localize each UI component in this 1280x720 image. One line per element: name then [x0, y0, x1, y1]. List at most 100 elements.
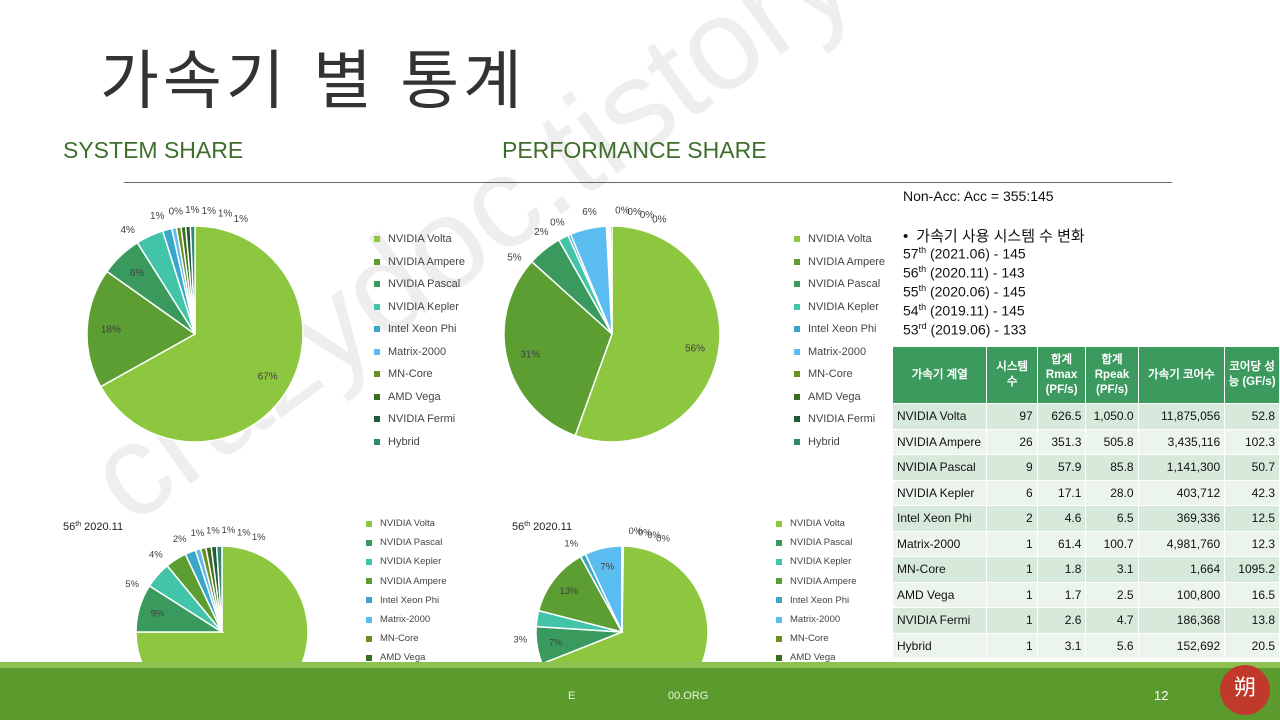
table-cell: 17.1	[1036, 479, 1087, 506]
slice-label: 0%	[169, 206, 184, 217]
legend-swatch	[366, 539, 372, 546]
legend-swatch	[776, 616, 782, 623]
legend-label: Intel Xeon Phi	[388, 323, 457, 336]
footer-band	[0, 662, 1280, 720]
legend-item: AMD Vega	[366, 648, 447, 667]
table-cell: Intel Xeon Phi	[891, 505, 988, 532]
chart-title: 56th 2020.11	[512, 521, 572, 533]
legend-label: NVIDIA Ampere	[388, 255, 466, 268]
table-cell: 1	[986, 607, 1038, 634]
table-cell: 6.5	[1085, 505, 1139, 532]
pie-slice	[537, 555, 624, 634]
trend-heading: • 가속기 사용 시스템 수 변화	[903, 228, 1085, 245]
legend-item: Matrix-2000	[776, 610, 857, 629]
chart-title: 56th 2020.11	[63, 521, 123, 533]
legend-label: NVIDIA Volta	[790, 518, 845, 530]
table-cell: 9	[986, 454, 1038, 481]
legend-swatch	[366, 635, 372, 642]
slice-label: 0%	[647, 530, 661, 541]
seal-logo: 朔	[1220, 665, 1270, 715]
legend-swatch	[794, 416, 800, 423]
table-cell: 403,712	[1137, 479, 1226, 506]
legend-label: Matrix-2000	[388, 345, 447, 358]
table-cell: 1,664	[1137, 556, 1226, 583]
table-header: 합계 Rmax (PF/s)	[1036, 346, 1087, 404]
table-cell: 4.6	[1036, 505, 1087, 532]
table-row: AMD Vega 1 1.7 2.5 100,800 16.5	[891, 581, 1280, 608]
slice-label: 9%	[151, 608, 165, 619]
legend-label: Hybrid	[808, 435, 840, 448]
legend-swatch	[794, 281, 800, 288]
legend-swatch	[776, 558, 782, 565]
legend-label: Hybrid	[388, 435, 420, 448]
legend-item: NVIDIA Fermi	[374, 408, 465, 431]
legend-swatch	[366, 597, 372, 604]
slice-label: 0%	[656, 534, 670, 545]
accelerator-table: 가속기 계열 시스템 수 합계 Rmax (PF/s) 합계 Rpeak (PF/s)…	[891, 346, 1280, 659]
table-cell: 61.4	[1036, 530, 1087, 557]
table-cell: 2	[986, 505, 1038, 532]
legend-item: Matrix-2000	[374, 341, 465, 364]
trend-item: 55th (2020.06) - 145	[903, 283, 1026, 300]
legend-label: MN-Core	[380, 633, 419, 645]
legend-item: Intel Xeon Phi	[794, 318, 885, 341]
table-cell: MN-Core	[891, 556, 988, 583]
legend-label: Intel Xeon Phi	[808, 323, 877, 336]
legend-label: NVIDIA Pascal	[388, 278, 461, 291]
footer-band-accent	[0, 662, 1280, 668]
legend-swatch	[374, 236, 380, 243]
legend-swatch	[374, 438, 380, 445]
legend-label: NVIDIA Volta	[388, 233, 452, 246]
slice-label: 6%	[130, 268, 145, 279]
slice-label: 1%	[237, 527, 251, 538]
table-cell: 1	[986, 581, 1038, 608]
table-cell: 1,141,300	[1137, 454, 1226, 481]
slice-label: 1%	[564, 539, 578, 550]
legend-swatch	[794, 258, 800, 265]
table-cell: 1,050.0	[1085, 403, 1139, 430]
legend-item: MN-Core	[794, 363, 885, 386]
table-cell: NVIDIA Ampere	[891, 428, 988, 455]
legend-swatch	[374, 303, 380, 310]
pie-slice	[99, 225, 304, 443]
legend-label: Matrix-2000	[380, 614, 431, 626]
table-row: NVIDIA Kepler 6 17.1 28.0 403,712 42.3	[891, 479, 1280, 506]
legend-item: Matrix-2000	[366, 610, 447, 629]
legend-item: NVIDIA Kepler	[776, 552, 857, 571]
table-cell: 97	[986, 403, 1038, 430]
slice-label: 1%	[206, 525, 220, 536]
pie-slice	[621, 545, 625, 633]
table-cell: 1	[986, 632, 1038, 659]
legend-label: NVIDIA Volta	[380, 518, 435, 530]
table-cell: 369,336	[1137, 505, 1226, 532]
legend-swatch	[794, 438, 800, 445]
slice-label: 0%	[629, 526, 643, 537]
legend-label: Matrix-2000	[790, 614, 841, 626]
legend-item: NVIDIA Pascal	[794, 273, 885, 296]
slice-label: 7%	[549, 637, 563, 648]
legend-swatch	[776, 597, 782, 604]
legend-item: NVIDIA Ampere	[366, 572, 447, 591]
slice-label: 18%	[101, 324, 121, 335]
legend-item: NVIDIA Pascal	[776, 533, 857, 552]
legend-label: NVIDIA Volta	[808, 233, 872, 246]
legend-label: NVIDIA Ampere	[790, 575, 857, 587]
table-cell: 1	[986, 556, 1038, 583]
slice-label: 6%	[582, 207, 597, 218]
legend-label: AMD Vega	[808, 390, 861, 403]
table-cell: 152,692	[1137, 632, 1226, 659]
legend-item: NVIDIA Volta	[776, 514, 857, 533]
slice-label: 5%	[507, 252, 522, 263]
legend-item: Hybrid	[794, 431, 885, 454]
legend-label: NVIDIA Ampere	[380, 575, 447, 587]
table-header: 합계 Rpeak (PF/s)	[1085, 346, 1139, 404]
legend-label: NVIDIA Pascal	[790, 537, 853, 549]
table-cell: 3.1	[1036, 632, 1087, 659]
table-cell: 42.3	[1224, 479, 1280, 506]
table-cell: 1.7	[1036, 581, 1087, 608]
trend-item: 54th (2019.11) - 145	[903, 302, 1025, 319]
legend-swatch	[374, 416, 380, 423]
trend-item: 57th (2021.06) - 145	[903, 245, 1026, 262]
legend-item: Hybrid	[374, 431, 465, 454]
chart-legend: NVIDIA Volta NVIDIA Ampere NVIDIA Pascal NV…	[374, 228, 465, 453]
